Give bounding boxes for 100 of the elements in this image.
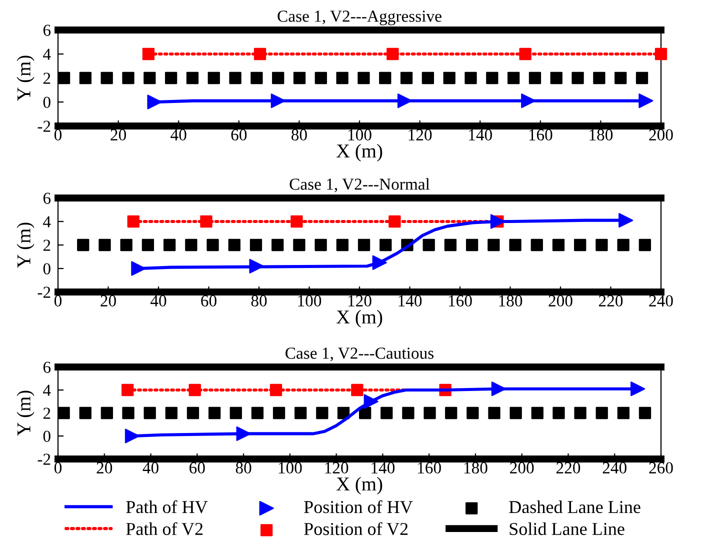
point — [638, 406, 652, 420]
x-tick-label: 100 — [298, 295, 322, 307]
point — [251, 406, 264, 420]
point — [164, 72, 178, 84]
legend-label: Path of V2 — [126, 522, 203, 536]
point — [58, 72, 70, 84]
point — [638, 94, 654, 108]
point — [131, 261, 146, 276]
point — [293, 238, 306, 252]
x-tick-label: 140 — [372, 462, 395, 474]
point — [519, 48, 532, 60]
x-tick-label: 0 — [54, 129, 62, 141]
point — [358, 238, 370, 252]
point — [229, 72, 242, 84]
point — [654, 48, 668, 60]
point — [336, 238, 348, 252]
point — [186, 406, 200, 420]
point — [531, 406, 544, 420]
x-tick-label: 60 — [190, 462, 205, 474]
x-tick-label: 100 — [278, 462, 302, 474]
point — [236, 426, 251, 441]
point — [249, 258, 264, 274]
point — [388, 215, 401, 228]
x-tick-label: 60 — [201, 295, 216, 307]
point — [290, 215, 303, 228]
point — [122, 384, 134, 396]
point — [364, 394, 378, 409]
point — [144, 406, 156, 420]
point — [185, 238, 198, 252]
chart-title: Case 1, V2---Cautious — [286, 348, 434, 362]
x-tick-label: 180 — [499, 295, 522, 307]
point — [208, 72, 220, 84]
point — [100, 72, 113, 84]
point — [509, 238, 522, 252]
point — [120, 238, 132, 252]
point — [618, 213, 634, 228]
point — [272, 406, 286, 420]
point — [272, 238, 284, 252]
y-tick-label: 6 — [43, 24, 51, 36]
point — [572, 72, 584, 84]
point — [596, 406, 608, 420]
point — [422, 72, 434, 84]
point — [386, 48, 399, 60]
y-tick-label: -2 — [38, 286, 50, 298]
x-tick-label: 200 — [649, 129, 673, 141]
point — [314, 238, 327, 252]
x-tick-label: 0 — [54, 295, 62, 307]
point — [228, 238, 240, 252]
point — [79, 72, 92, 84]
x-tick-label: 160 — [448, 295, 472, 307]
y-axis-title: Y (m) — [16, 390, 34, 436]
point — [270, 384, 282, 396]
x-tick-label: 40 — [142, 462, 158, 474]
point — [614, 72, 627, 84]
legend-label: Path of HV — [126, 500, 208, 514]
point — [400, 72, 413, 84]
y-tick-label: 4 — [43, 216, 51, 228]
point — [294, 406, 307, 420]
x-axis-title: X (m) — [336, 476, 382, 495]
point — [574, 238, 586, 252]
point — [464, 72, 477, 84]
y-tick-label: 0 — [43, 96, 50, 108]
x-tick-label: 160 — [418, 462, 441, 474]
point — [163, 238, 176, 252]
point — [358, 406, 372, 420]
point — [336, 72, 348, 84]
y-tick-label: 4 — [43, 384, 51, 396]
point — [122, 406, 134, 420]
x-tick-label: 80 — [292, 129, 307, 141]
x-tick-label: 60 — [231, 129, 247, 141]
point — [466, 406, 479, 420]
point — [550, 72, 562, 84]
x-tick-label: 80 — [236, 462, 252, 474]
point — [444, 238, 457, 252]
x-tick-label: 200 — [510, 462, 534, 474]
point — [127, 215, 140, 228]
point — [250, 238, 262, 252]
point — [314, 72, 327, 84]
point — [424, 406, 436, 420]
point — [488, 406, 500, 420]
x-tick-label: 220 — [598, 295, 623, 307]
point — [98, 238, 111, 252]
point — [124, 428, 140, 444]
point — [200, 215, 212, 228]
x-tick-label: 0 — [54, 462, 62, 474]
x-tick-label: 220 — [556, 462, 580, 474]
y-tick-label: 2 — [43, 240, 50, 251]
point — [397, 94, 412, 108]
x-tick-label: 140 — [469, 129, 492, 141]
x-tick-label: 260 — [649, 462, 673, 474]
point — [186, 72, 199, 84]
point — [528, 72, 542, 84]
x-tick-label: 180 — [590, 129, 613, 141]
point — [270, 94, 286, 108]
point — [272, 72, 284, 84]
point — [486, 72, 498, 84]
point — [445, 406, 458, 420]
point — [552, 238, 565, 252]
y-axis-title: Y (m) — [16, 222, 34, 268]
point — [351, 384, 364, 396]
